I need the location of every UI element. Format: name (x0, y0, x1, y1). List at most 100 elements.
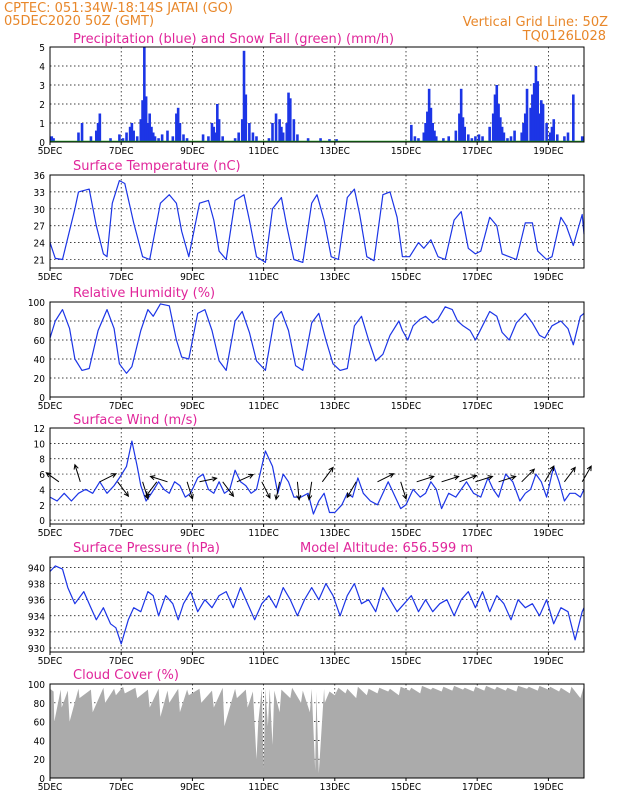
cloud-cover-xtick-label: 7DEC (109, 782, 134, 793)
precipitation-bar (491, 113, 495, 142)
precipitation-plot: 5DEC 7DEC 9DEC 11DEC 13DEC 15DEC 17DEC 19DEC 0 1 2… (38, 43, 584, 157)
precipitation-frame (49, 46, 585, 143)
precipitation-bar (580, 136, 584, 142)
temperature-xtick-label: 15DEC (391, 272, 421, 283)
wind-xtick-label: 5DEC (38, 528, 63, 539)
wind-direction-arrow (307, 481, 313, 501)
pressure-series-line (49, 565, 585, 645)
precipitation-bar (454, 130, 458, 142)
precipitation-bar (413, 136, 417, 142)
header-location: CPTEC: 051:34W-18:14S JATAI (GO) (4, 1, 233, 16)
precipitation-ytick-label: 2 (39, 100, 45, 111)
precipitation-bar (201, 134, 205, 142)
precipitation-bar (289, 98, 292, 142)
wind-ytick-label: 6 (39, 470, 45, 481)
pressure-ytick-label: 938 (28, 580, 45, 591)
precipitation-bar (539, 100, 543, 142)
precipitation-bar (529, 107, 532, 142)
precipitation-bar (221, 136, 224, 142)
precipitation-bar (410, 124, 413, 142)
panel-temperature: 5DEC 7DEC 9DEC 11DEC 13DEC 15DEC 17DEC 19DEC 21 2… (34, 159, 585, 283)
precipitation-xtick-label: 17DEC (462, 146, 492, 157)
wind-direction-arrow (236, 473, 255, 483)
pressure-xtick-label: 5DEC (38, 656, 63, 667)
precipitation-bar (128, 126, 132, 142)
humidity-ytick-label: 100 (28, 298, 45, 309)
wind-frame (49, 427, 585, 525)
precipitation-xtick-label: 15DEC (391, 146, 421, 157)
precipitation-bar (497, 104, 500, 142)
precipitation-bar (216, 104, 219, 142)
cloud-cover-frame (49, 683, 585, 779)
cloud-cover-ytick-label: 60 (34, 718, 46, 729)
precipitation-ytick-label: 4 (39, 62, 45, 73)
panel-precipitation: 5DEC 7DEC 9DEC 11DEC 13DEC 15DEC 17DEC 19DEC 0 1 2… (38, 32, 585, 157)
precipitation-bar (287, 92, 290, 142)
precipitation-xtick-label: 19DEC (533, 146, 563, 157)
wind-plot: 5DEC 7DEC 9DEC 11DEC 13DEC 15DEC 17DEC 19DEC 0 2 4… (34, 424, 592, 539)
precipitation-bar (306, 138, 310, 142)
precipitation-bar (267, 138, 271, 142)
precipitation-bar (481, 136, 484, 142)
temperature-ytick-label: 33 (34, 188, 45, 199)
precipitation-bar (157, 138, 160, 142)
wind-xtick-label: 15DEC (391, 528, 421, 539)
temperature-ytick-label: 21 (34, 256, 45, 267)
precipitation-bar (280, 126, 283, 142)
precipitation-xtick-label: 13DEC (320, 146, 350, 157)
wind-direction-arrow (45, 472, 60, 483)
wind-direction-arrow (73, 463, 81, 482)
precipitation-bar (463, 126, 467, 142)
precipitation-bar (96, 123, 100, 142)
precipitation-bar (141, 100, 144, 142)
precipitation-bar (442, 138, 445, 142)
temperature-title: Surface Temperature (nC) (73, 159, 241, 174)
precipitation-bar (556, 134, 559, 142)
precipitation-bar (278, 119, 281, 142)
pressure-xtick-label: 11DEC (248, 656, 278, 667)
temperature-ytick-label: 36 (34, 171, 46, 182)
precipitation-bar (210, 123, 214, 142)
wind-ytick-label: 0 (39, 516, 45, 527)
pressure-xtick-label: 17DEC (462, 656, 492, 667)
pressure-ytick-label: 936 (28, 596, 45, 607)
cloud-cover-plot: 5DEC 7DEC 9DEC 11DEC 13DEC 15DEC 17DEC 19DEC 0 20… (28, 680, 584, 793)
wind-direction-arrow (149, 475, 168, 483)
cloud-cover-ytick-label: 20 (34, 755, 46, 766)
header-grid-info: Vertical Grid Line: 50Z (463, 15, 608, 30)
wind-direction-arrow (117, 481, 130, 498)
panel-humidity: 5DEC 7DEC 9DEC 11DEC 13DEC 15DEC 17DEC 19DEC 0 20… (28, 286, 585, 412)
wind-series-line (49, 440, 585, 515)
precipitation-bar (255, 136, 258, 142)
precipitation-xtick-label: 11DEC (248, 146, 278, 157)
precipitation-bar (495, 85, 499, 142)
precipitation-title: Precipitation (blue) and Snow Fall (gree… (73, 32, 394, 47)
precipitation-xtick-label: 9DEC (180, 146, 205, 157)
precipitation-bar (248, 123, 251, 142)
wind-ytick-label: 8 (39, 455, 45, 466)
wind-xtick-label: 13DEC (320, 528, 350, 539)
precipitation-bar (77, 132, 80, 142)
wind-direction-arrow (296, 481, 302, 501)
precipitation-bar (182, 134, 185, 142)
cloud-cover-xtick-label: 9DEC (180, 782, 205, 793)
precipitation-bar (426, 111, 429, 142)
precipitation-bar (214, 132, 217, 142)
precipitation-bar (525, 88, 529, 142)
precipitation-bar (146, 123, 150, 142)
precipitation-bar (552, 119, 556, 142)
precipitation-bar (566, 132, 570, 142)
precipitation-bar (474, 136, 477, 142)
temperature-plot: 5DEC 7DEC 9DEC 11DEC 13DEC 15DEC 17DEC 19DEC 21 2… (34, 171, 585, 283)
precipitation-bar (207, 136, 210, 142)
humidity-xtick-label: 19DEC (533, 401, 563, 412)
precipitation-bar (121, 138, 125, 142)
pressure-xtick-label: 7DEC (109, 656, 134, 667)
pressure-xtick-label: 9DEC (180, 656, 205, 667)
temperature-ytick-label: 24 (34, 239, 46, 250)
precipitation-bar (271, 123, 274, 142)
humidity-frame (49, 301, 585, 398)
precipitation-xtick-label: 5DEC (38, 146, 63, 157)
precipitation-bar (506, 138, 509, 142)
